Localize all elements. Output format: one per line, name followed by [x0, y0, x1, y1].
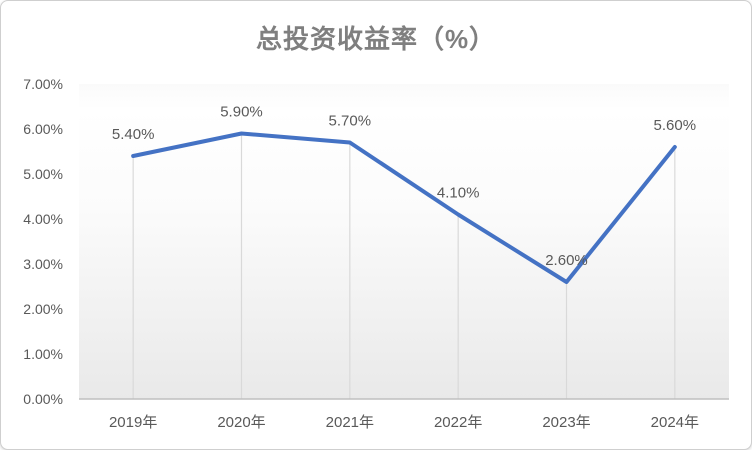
data-label: 5.70% [329, 113, 372, 130]
y-axis-tick-label: 5.00% [23, 166, 63, 182]
x-axis-category-label: 2024年 [651, 414, 699, 431]
chart-title: 总投资收益率（%） [255, 24, 497, 54]
y-axis-tick-label: 1.00% [23, 346, 63, 362]
data-label: 4.10% [437, 185, 480, 202]
plot-area [79, 84, 729, 399]
y-axis-tick-label: 6.00% [23, 121, 63, 137]
data-label: 5.40% [112, 126, 155, 143]
y-axis-tick-label: 3.00% [23, 256, 63, 272]
y-axis-tick-label: 7.00% [23, 76, 63, 92]
x-axis-category-label: 2021年 [326, 414, 374, 431]
x-axis-category-label: 2023年 [542, 414, 590, 431]
series-line [131, 131, 677, 284]
x-axis-category-label: 2020年 [217, 414, 265, 431]
data-label: 5.90% [220, 104, 263, 121]
x-axis-category-label: 2019年 [109, 414, 157, 431]
y-axis-tick-label: 0.00% [23, 391, 63, 407]
data-label: 5.60% [654, 117, 697, 134]
y-axis-tick-label: 2.00% [23, 301, 63, 317]
x-axis-category-label: 2022年 [434, 414, 482, 431]
data-label: 2.60% [545, 252, 588, 269]
y-axis-tick-label: 4.00% [23, 211, 63, 227]
